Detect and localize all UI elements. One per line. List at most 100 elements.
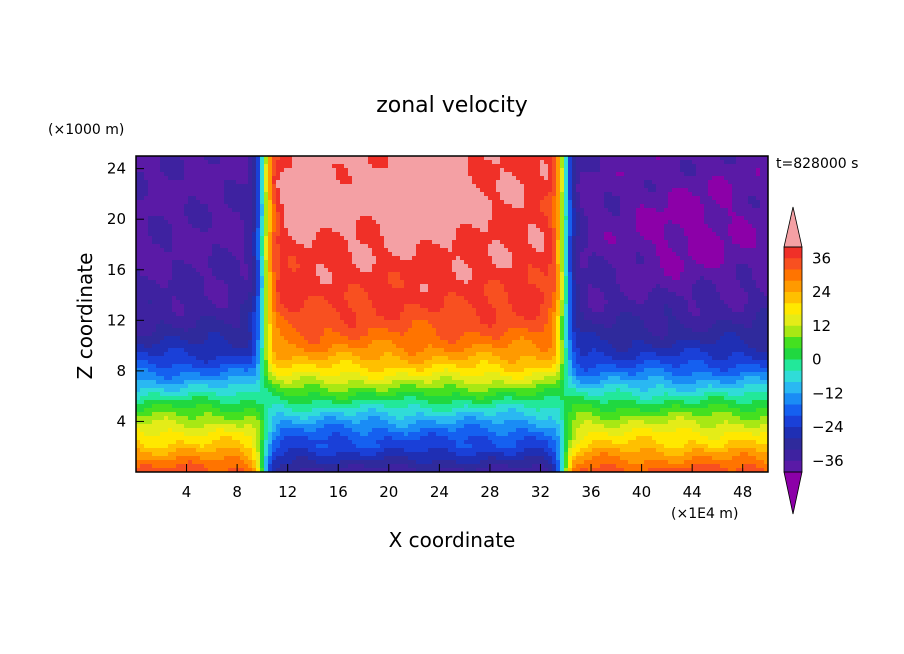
contour-cell: [288, 180, 293, 185]
contour-cell: [516, 208, 521, 213]
contour-cell: [448, 252, 453, 257]
contour-cell: [392, 252, 397, 257]
contour-cell: [352, 180, 357, 185]
contour-cell: [292, 224, 297, 229]
contour-cell: [548, 188, 553, 193]
contour-cell: [252, 244, 257, 249]
contour-cell: [484, 280, 489, 285]
contour-cell: [172, 184, 177, 189]
contour-cell: [476, 204, 481, 209]
contour-cell: [520, 184, 525, 189]
contour-cell: [512, 156, 517, 161]
contour-cell: [696, 184, 701, 189]
contour-cell: [404, 164, 409, 169]
contour-cell: [308, 232, 313, 237]
contour-cell: [584, 184, 589, 189]
contour-cell: [636, 248, 641, 253]
contour-cell: [596, 244, 601, 249]
contour-cell: [388, 184, 393, 189]
contour-cell: [172, 276, 177, 281]
contour-cell: [212, 224, 217, 229]
contour-cell: [460, 172, 465, 177]
contour-cell: [528, 244, 533, 249]
contour-cell: [368, 192, 373, 197]
contour-cell: [300, 272, 305, 277]
contour-cell: [452, 248, 457, 253]
contour-cell: [676, 196, 681, 201]
contour-cell: [472, 264, 477, 269]
contour-cell: [488, 228, 493, 233]
contour-cell: [204, 260, 209, 265]
contour-cell: [208, 192, 213, 197]
contour-cell: [192, 260, 197, 265]
contour-cell: [416, 256, 421, 261]
contour-cell: [528, 236, 533, 241]
contour-cell: [568, 276, 573, 281]
contour-cell: [552, 156, 557, 161]
contour-cell: [216, 236, 221, 241]
contour-cell: [324, 224, 329, 229]
contour-cell: [480, 248, 485, 253]
contour-cell: [208, 160, 213, 165]
contour-cell: [212, 200, 217, 205]
contour-cell: [160, 160, 165, 165]
contour-cell: [428, 236, 433, 241]
contour-cell: [640, 168, 645, 173]
contour-cell: [612, 164, 617, 169]
contour-cell: [248, 188, 253, 193]
contour-cell: [280, 176, 285, 181]
contour-cell: [196, 184, 201, 189]
contour-cell: [436, 204, 441, 209]
contour-cell: [284, 240, 289, 245]
contour-cell: [720, 252, 725, 257]
contour-cell: [660, 176, 665, 181]
contour-cell: [496, 200, 501, 205]
contour-cell: [728, 268, 733, 273]
contour-cell: [608, 252, 613, 257]
contour-cell: [296, 184, 301, 189]
contour-cell: [612, 184, 617, 189]
contour-cell: [460, 176, 465, 181]
contour-cell: [220, 232, 225, 237]
contour-cell: [440, 200, 445, 205]
contour-cell: [448, 220, 453, 225]
contour-cell: [572, 268, 577, 273]
contour-cell: [140, 212, 145, 217]
contour-cell: [272, 276, 277, 281]
contour-cell: [696, 176, 701, 181]
contour-cell: [488, 200, 493, 205]
contour-cell: [472, 164, 477, 169]
contour-cell: [724, 188, 729, 193]
contour-cell: [728, 216, 733, 221]
contour-cell: [604, 228, 609, 233]
contour-cell: [704, 236, 709, 241]
contour-cell: [668, 204, 673, 209]
contour-cell: [708, 216, 713, 221]
contour-cell: [380, 200, 385, 205]
contour-cell: [676, 236, 681, 241]
contour-cell: [212, 168, 217, 173]
contour-cell: [464, 228, 469, 233]
contour-cell: [632, 196, 637, 201]
contour-cell: [576, 200, 581, 205]
contour-cell: [492, 156, 497, 161]
contour-cell: [740, 168, 745, 173]
contour-cell: [368, 196, 373, 201]
contour-cell: [452, 272, 457, 277]
contour-cell: [520, 252, 525, 257]
contour-cell: [684, 276, 689, 281]
contour-cell: [200, 212, 205, 217]
contour-cell: [316, 232, 321, 237]
contour-cell: [316, 176, 321, 181]
contour-cell: [156, 244, 161, 249]
contour-cell: [724, 160, 729, 165]
contour-cell: [208, 272, 213, 277]
contour-cell: [264, 156, 269, 161]
contour-cell: [580, 236, 585, 241]
contour-cell: [368, 220, 373, 225]
contour-cell: [564, 260, 569, 265]
contour-cell: [600, 252, 605, 257]
contour-cell: [460, 232, 465, 237]
contour-cell: [580, 156, 585, 161]
contour-cell: [340, 168, 345, 173]
